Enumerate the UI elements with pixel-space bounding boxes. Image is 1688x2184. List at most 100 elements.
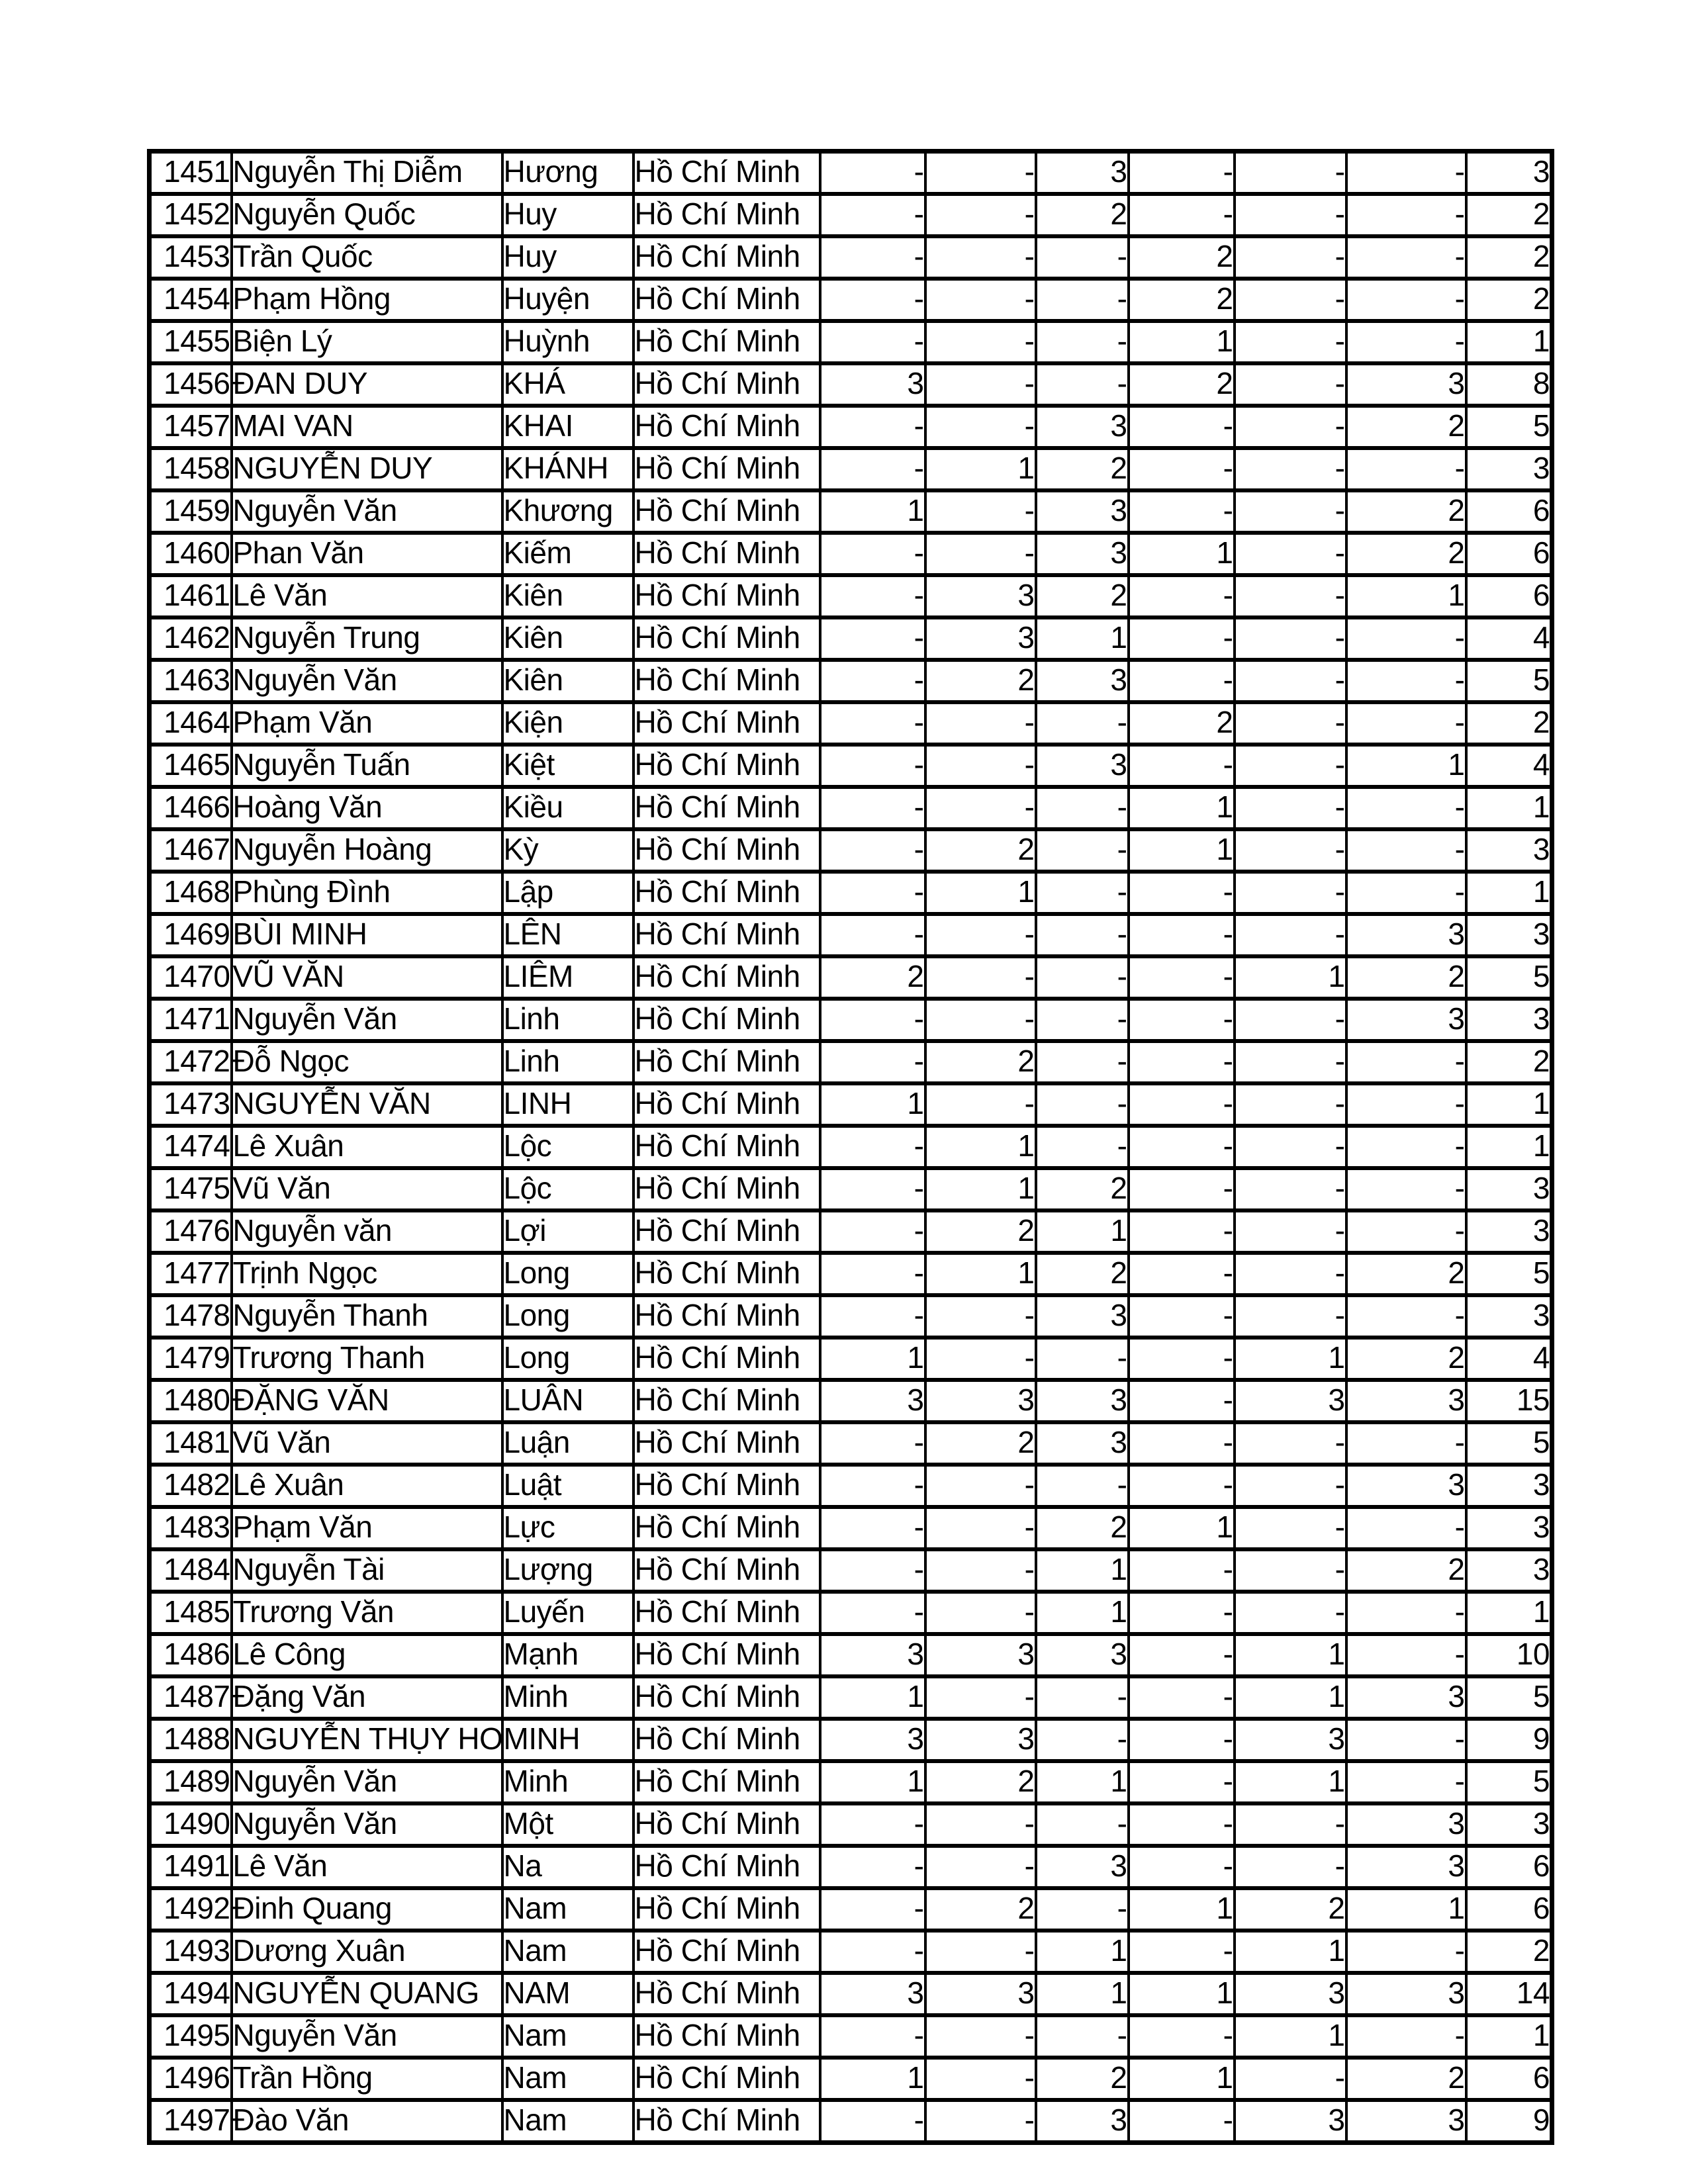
- id-cell: 1489: [148, 1759, 233, 1805]
- id-cell: 1496: [148, 2056, 233, 2102]
- value-cell-5: -: [1233, 319, 1348, 365]
- id-cell: 1497: [148, 2098, 233, 2145]
- value-cell-5: -: [1233, 192, 1348, 238]
- value-cell-3: 2: [1034, 1166, 1130, 1212]
- value-cell-5: -: [1233, 1208, 1348, 1255]
- last-name-cell: Long: [500, 1336, 635, 1382]
- value-cell-1: 3: [818, 1971, 927, 2017]
- province-cell: Hồ Chí Minh: [632, 149, 821, 196]
- value-cell-6: 3: [1344, 1378, 1468, 1424]
- first-name-cell: Đinh Quang: [230, 1886, 504, 1933]
- value-cell-4: -: [1127, 912, 1236, 958]
- table-row: 1454 Phạm Hồng Huyện Hồ Chí Minh - - -2- -2: [148, 277, 1554, 323]
- value-cell-2: -: [923, 785, 1037, 831]
- total-cell: 8: [1464, 361, 1554, 408]
- province-cell: Hồ Chí Minh: [632, 785, 821, 831]
- value-cell-6: 2: [1344, 1336, 1468, 1382]
- first-name-cell: Nguyễn Văn: [230, 997, 504, 1043]
- table-row: 1472 Đỗ Ngọc Linh Hồ Chí Minh -2- - - -2: [148, 1039, 1554, 1085]
- province-cell: Hồ Chí Minh: [632, 1336, 821, 1382]
- value-cell-6: -: [1344, 1717, 1468, 1763]
- value-cell-4: -: [1127, 1632, 1236, 1678]
- value-cell-6: -: [1344, 1632, 1468, 1678]
- value-cell-3: 3: [1034, 1632, 1130, 1678]
- first-name-cell: Trương Văn: [230, 1590, 504, 1636]
- last-name-cell: Long: [500, 1293, 635, 1340]
- value-cell-6: -: [1344, 1759, 1468, 1805]
- table-row: 1475 Vũ Văn Lộc Hồ Chí Minh -1 2- - -3: [148, 1166, 1554, 1212]
- id-cell: 1456: [148, 361, 233, 408]
- value-cell-2: -: [923, 743, 1037, 789]
- value-cell-1: -: [818, 1166, 927, 1212]
- id-cell: 1473: [148, 1081, 233, 1128]
- province-cell: Hồ Chí Minh: [632, 488, 821, 535]
- first-name-cell: NGUYỄN QUANG: [230, 1971, 504, 2017]
- value-cell-3: 2: [1034, 573, 1130, 619]
- value-cell-1: -: [818, 404, 927, 450]
- value-cell-5: 2: [1233, 1886, 1348, 1933]
- last-name-cell: Nam: [500, 2056, 635, 2102]
- roster-table: 1451 Nguyễn Thị Diễm Hương Hồ Chí Minh - -3- -…: [147, 149, 1554, 2145]
- value-cell-1: -: [818, 1124, 927, 1170]
- value-cell-4: 1: [1127, 827, 1236, 874]
- table-row: 1489 Nguyễn Văn Minh Hồ Chí Minh 1 2 1-1-5: [148, 1759, 1554, 1805]
- total-cell: 3: [1464, 827, 1554, 874]
- value-cell-1: -: [818, 149, 927, 196]
- table-row: 1456 ĐAN DUY KHÁ Hồ Chí Minh 3- -2-3 8: [148, 361, 1554, 408]
- value-cell-6: 3: [1344, 1971, 1468, 2017]
- value-cell-5: -: [1233, 1844, 1348, 1890]
- value-cell-6: -: [1344, 658, 1468, 704]
- last-name-cell: Kiên: [500, 573, 635, 619]
- last-name-cell: Lượng: [500, 1547, 635, 1594]
- value-cell-2: 3: [923, 1632, 1037, 1678]
- value-cell-4: -: [1127, 149, 1236, 196]
- value-cell-6: -: [1344, 1124, 1468, 1170]
- table-row: 1480 ĐẶNG VĂN LUÂN Hồ Chí Minh 3 3 3-3 3 15: [148, 1378, 1554, 1424]
- value-cell-6: -: [1344, 2013, 1468, 2060]
- id-cell: 1464: [148, 700, 233, 747]
- first-name-cell: Nguyễn Tuấn: [230, 743, 504, 789]
- value-cell-2: 2: [923, 1039, 1037, 1085]
- last-name-cell: Nam: [500, 2013, 635, 2060]
- value-cell-5: -: [1233, 2056, 1348, 2102]
- table-row: 1490 Nguyễn Văn Một Hồ Chí Minh - - - - -3 3: [148, 1801, 1554, 1848]
- province-cell: Hồ Chí Minh: [632, 361, 821, 408]
- value-cell-3: 1: [1034, 1759, 1130, 1805]
- value-cell-3: -: [1034, 1081, 1130, 1128]
- value-cell-3: -: [1034, 1674, 1130, 1721]
- value-cell-4: -: [1127, 573, 1236, 619]
- first-name-cell: Phùng Đình: [230, 870, 504, 916]
- value-cell-5: 1: [1233, 1759, 1348, 1805]
- value-cell-4: -: [1127, 1547, 1236, 1594]
- last-name-cell: Luyến: [500, 1590, 635, 1636]
- value-cell-4: -: [1127, 1717, 1236, 1763]
- last-name-cell: Kiếm: [500, 531, 635, 577]
- id-cell: 1461: [148, 573, 233, 619]
- value-cell-3: -: [1034, 954, 1130, 1001]
- id-cell: 1470: [148, 954, 233, 1001]
- table-row: 1452 Nguyễn Quốc Huy Hồ Chí Minh - -2- - -2: [148, 192, 1554, 238]
- province-cell: Hồ Chí Minh: [632, 743, 821, 789]
- value-cell-4: -: [1127, 1251, 1236, 1297]
- first-name-cell: Nguyễn Văn: [230, 1759, 504, 1805]
- value-cell-2: -: [923, 531, 1037, 577]
- table-row: 1492 Đinh Quang Nam Hồ Chí Minh -2-1 2 1 6: [148, 1886, 1554, 1933]
- value-cell-6: 1: [1344, 1886, 1468, 1933]
- total-cell: 3: [1464, 1505, 1554, 1551]
- value-cell-1: -: [818, 1208, 927, 1255]
- value-cell-5: -: [1233, 785, 1348, 831]
- last-name-cell: NAM: [500, 1971, 635, 2017]
- value-cell-5: -: [1233, 1463, 1348, 1509]
- first-name-cell: Đặng Văn: [230, 1674, 504, 1721]
- value-cell-1: -: [818, 1844, 927, 1890]
- value-cell-6: -: [1344, 149, 1468, 196]
- id-cell: 1477: [148, 1251, 233, 1297]
- value-cell-2: -: [923, 1293, 1037, 1340]
- last-name-cell: LÊN: [500, 912, 635, 958]
- first-name-cell: Lê Xuân: [230, 1463, 504, 1509]
- value-cell-3: -: [1034, 1886, 1130, 1933]
- province-cell: Hồ Chí Minh: [632, 1293, 821, 1340]
- value-cell-2: 2: [923, 1759, 1037, 1805]
- last-name-cell: Lộc: [500, 1166, 635, 1212]
- id-cell: 1495: [148, 2013, 233, 2060]
